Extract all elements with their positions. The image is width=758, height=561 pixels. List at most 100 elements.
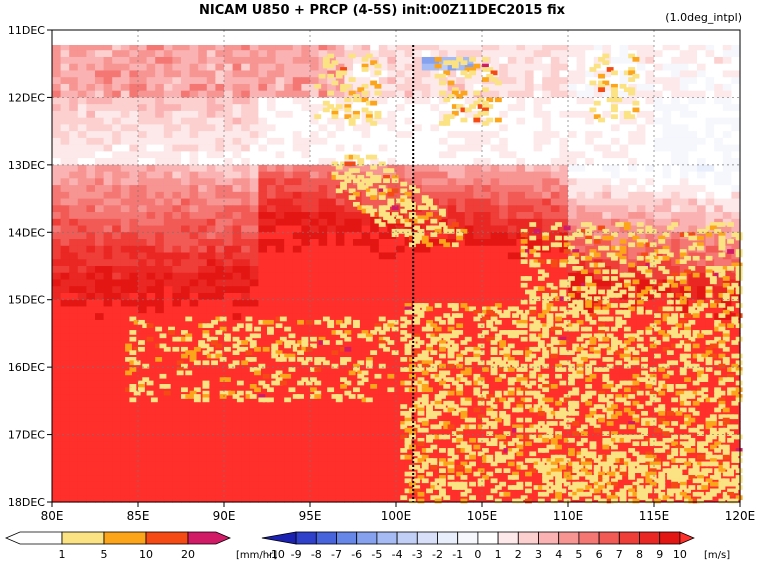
u850-cell	[731, 407, 741, 415]
u850-cell	[95, 70, 105, 78]
u850-cell	[688, 191, 698, 200]
u850-cell	[482, 205, 492, 213]
u850-cell	[344, 421, 354, 429]
u850-cell	[86, 360, 96, 368]
u850-cell	[112, 259, 122, 267]
u850-cell	[370, 414, 380, 422]
u850-cell	[258, 434, 268, 442]
u850-cell	[129, 434, 139, 442]
u850-cell	[464, 212, 474, 220]
u850-cell	[129, 158, 139, 166]
u850-cell	[447, 97, 457, 105]
u850-cell	[585, 90, 595, 99]
u850-cell	[275, 407, 285, 415]
u850-cell	[301, 259, 311, 267]
u850-cell	[654, 333, 664, 341]
u850-cell	[705, 50, 715, 58]
u850-cell	[335, 232, 345, 240]
u850-cell	[224, 414, 234, 422]
u850-cell	[86, 306, 96, 314]
u850-cell	[585, 306, 595, 314]
u850-cell	[232, 232, 242, 240]
u850-cell	[103, 198, 113, 206]
u850-cell	[654, 137, 664, 146]
u850-cell	[69, 178, 79, 186]
u850-cell	[611, 239, 621, 247]
u850-cell	[421, 63, 431, 72]
u850-cell	[120, 70, 130, 78]
u850-cell	[275, 434, 285, 442]
u850-cell	[396, 414, 406, 422]
u850-cell	[86, 158, 96, 166]
u850-cell	[146, 198, 156, 206]
u850-cell	[714, 198, 724, 206]
u850-cell	[516, 117, 526, 125]
u850-cell	[439, 178, 449, 186]
u850-cell	[611, 131, 621, 139]
u850-cell	[619, 158, 629, 166]
u850-cell	[335, 448, 345, 456]
u850-cell	[645, 97, 655, 105]
u850-cell	[559, 373, 569, 382]
u850-cell	[387, 83, 397, 92]
u850-cell	[215, 97, 225, 105]
u850-cell	[103, 272, 113, 281]
u850-cell	[60, 421, 70, 429]
u850-cell	[662, 400, 672, 409]
u850-cell	[679, 137, 689, 146]
u850-cell	[181, 373, 191, 382]
u850-cell	[318, 272, 328, 281]
u850-cell	[215, 259, 225, 267]
u850-cell	[267, 259, 277, 267]
u850-cell	[447, 137, 457, 146]
u850-cell	[344, 400, 354, 409]
u850-cell	[138, 313, 148, 321]
u850-cell	[310, 272, 320, 281]
u850-cell	[172, 212, 182, 220]
u850-cell	[464, 279, 474, 287]
u850-cell	[370, 292, 380, 301]
u850-cell	[439, 252, 449, 260]
u850-cell	[120, 400, 130, 409]
u850-cell	[292, 104, 302, 112]
u850-cell	[284, 198, 294, 206]
u850-cell	[198, 50, 208, 58]
u850-cell	[77, 306, 87, 314]
u850-cell	[112, 191, 122, 200]
u850-cell	[327, 191, 337, 200]
u850-cell	[275, 326, 285, 335]
u850-cell	[224, 63, 234, 72]
u850-cell	[206, 367, 216, 375]
u850-cell	[516, 137, 526, 146]
u850-cell	[722, 340, 732, 348]
u850-cell	[198, 400, 208, 409]
u850-cell	[662, 239, 672, 247]
u850-cell	[705, 212, 715, 220]
u850-cell	[275, 77, 285, 85]
u850-cell	[69, 90, 79, 99]
u850-cell	[224, 245, 234, 254]
u850-cell	[507, 131, 517, 139]
u850-cell	[705, 164, 715, 173]
u850-cell	[267, 110, 277, 119]
u850-cell	[103, 319, 113, 328]
u850-cell	[568, 158, 578, 166]
u850-cell	[120, 43, 130, 51]
u850-cell	[662, 43, 672, 51]
u850-cell	[482, 259, 492, 267]
u850-cell	[138, 266, 148, 274]
u850-cell	[146, 313, 156, 321]
u850-cell	[181, 239, 191, 247]
u850-cell	[241, 77, 251, 85]
u850-cell	[267, 441, 277, 449]
u850-cell	[163, 407, 173, 415]
u850-cell	[112, 346, 122, 355]
u850-cell	[95, 77, 105, 85]
u850-cell	[353, 239, 363, 247]
u850-cell	[602, 104, 612, 112]
u850-cell	[310, 191, 320, 200]
u850-cell	[387, 299, 397, 308]
u850-cell	[60, 124, 70, 132]
u850-cell	[671, 117, 681, 125]
u850-cell	[292, 218, 302, 227]
